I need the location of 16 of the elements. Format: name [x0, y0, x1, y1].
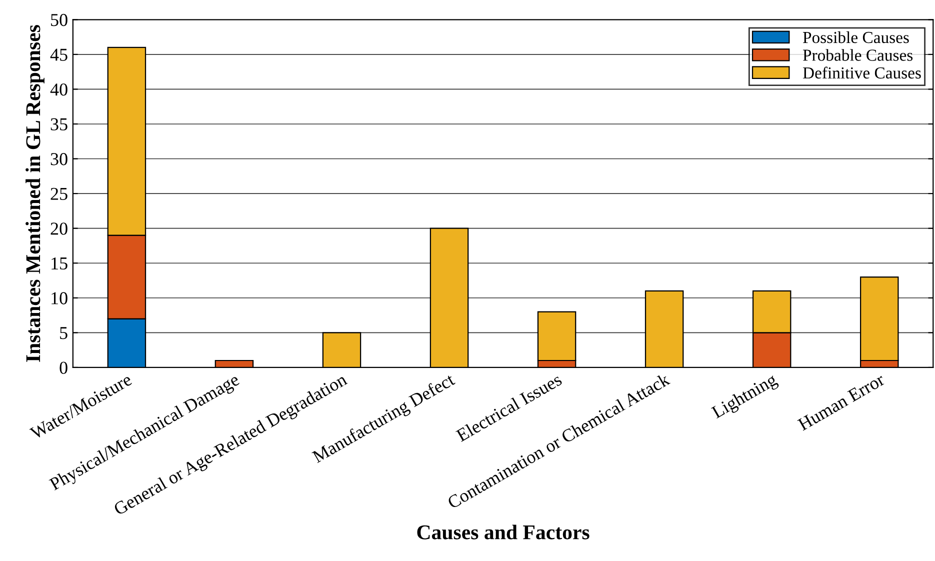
y-tick-label: 35 — [50, 118, 68, 130]
y-tick-label: 10 — [52, 292, 68, 304]
legend-label: Possible Causes — [802, 31, 909, 44]
y-axis-title: Instances Mentioned in GL Responses — [26, 25, 44, 362]
x-axis-title: Causes and Factors — [417, 524, 590, 540]
y-tick-label: 15 — [52, 257, 68, 270]
y-tick-label: 0 — [60, 362, 68, 374]
legend-label: Probable Causes — [802, 49, 913, 61]
y-tick-label: 20 — [50, 222, 68, 235]
y-tick-label: 5 — [60, 327, 68, 340]
legend-label: Definitive Causes — [802, 66, 921, 79]
y-tick-label: 40 — [50, 83, 68, 96]
y-tick-label: 45 — [50, 48, 68, 61]
y-tick-label: 30 — [50, 153, 68, 166]
y-tick-label: 50 — [51, 14, 68, 26]
y-tick-label: 25 — [50, 188, 68, 200]
